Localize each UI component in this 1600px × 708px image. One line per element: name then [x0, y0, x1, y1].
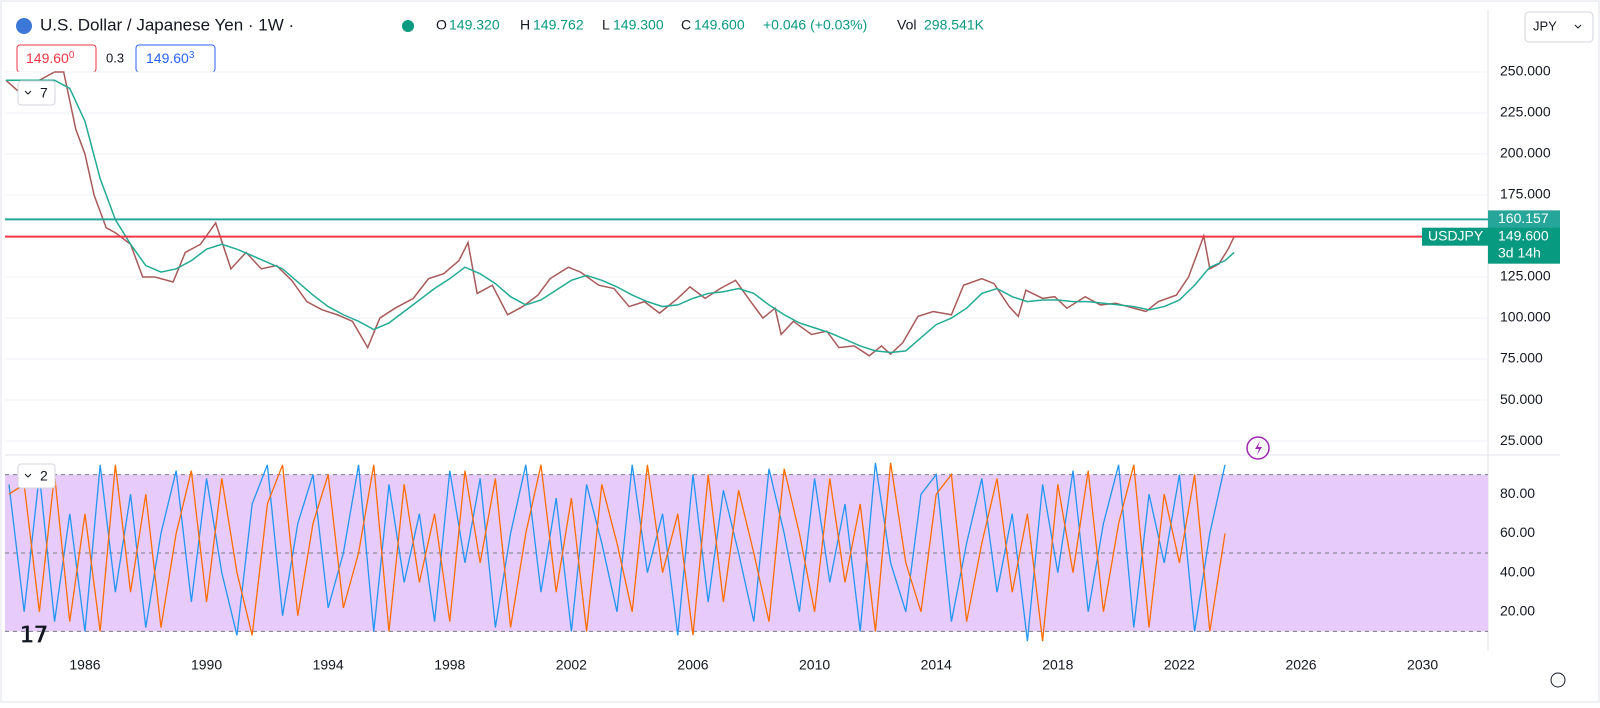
price-label: 160.157	[1498, 210, 1549, 226]
price-label-box	[1488, 210, 1560, 229]
chevron	[24, 473, 32, 478]
ask-sup: 3	[189, 50, 195, 61]
currency: JPY	[1533, 18, 1557, 33]
price-label-box	[1488, 227, 1560, 264]
symbol-label-box	[1422, 227, 1488, 246]
close-label: C	[681, 17, 691, 33]
bid-sup: 0	[69, 50, 75, 61]
y-tick-label: 60.00	[1500, 524, 1535, 540]
indicator-count: 7	[40, 85, 48, 101]
low: 149.300	[613, 17, 664, 33]
y-tick-label: 40.00	[1500, 563, 1535, 579]
x-tick-label: 2030	[1407, 657, 1438, 673]
high: 149.762	[533, 17, 584, 33]
x-tick-label: 2002	[556, 657, 587, 673]
high-label: H	[520, 17, 530, 33]
x-tick-label: 2018	[1042, 657, 1073, 673]
currency-select[interactable]	[1524, 11, 1594, 43]
price-label: 149.600	[1498, 227, 1549, 243]
x-tick-label: 2010	[799, 657, 830, 673]
volume: 298.541K	[924, 17, 985, 33]
symbol-label: USDJPY	[1428, 227, 1484, 243]
series-line	[8, 462, 1226, 642]
x-tick-label: 1986	[69, 657, 100, 673]
y-tick-label: 50.000	[1500, 391, 1543, 407]
change: +0.046 (+0.03%)	[763, 17, 867, 33]
y-tick-label: 20.00	[1500, 603, 1535, 619]
bid-main: 149.60	[26, 50, 69, 66]
bolt	[1255, 441, 1262, 455]
settings-icon[interactable]	[1550, 672, 1566, 688]
ask-main: 149.60	[146, 50, 189, 66]
y-tick-label: 175.000	[1500, 186, 1551, 202]
vol-label: Vol	[897, 17, 916, 33]
indicator-toggle[interactable]	[17, 80, 56, 106]
spread: 0.3	[106, 50, 124, 65]
y-tick-label: 100.000	[1500, 309, 1551, 325]
countdown: 3d 14h	[1498, 244, 1541, 260]
symbol[interactable]: U.S. Dollar / Japanese Yen · 1W ·	[40, 15, 294, 34]
x-tick-label: 2014	[921, 657, 952, 673]
y-tick-label: 200.000	[1500, 145, 1551, 161]
ask: 149.603	[146, 50, 195, 66]
x-tick-label: 1998	[434, 657, 465, 673]
y-tick-label: 25.000	[1500, 432, 1543, 448]
series-line	[8, 462, 1226, 642]
chevron	[1574, 24, 1582, 29]
indicator-toggle[interactable]	[17, 463, 56, 489]
y-tick-label: 250.000	[1500, 63, 1551, 79]
x-tick-label: 1994	[313, 657, 344, 673]
flag-icon	[16, 18, 32, 34]
y-tick-label: 225.000	[1500, 104, 1551, 120]
logo: 𝟣𝟩	[20, 622, 48, 647]
chevron	[24, 90, 32, 95]
x-tick-label: 2006	[677, 657, 708, 673]
band	[5, 474, 1488, 632]
low-label: L	[602, 17, 610, 33]
close: 149.600	[694, 17, 745, 33]
open: 149.320	[449, 17, 500, 33]
series-line	[5, 79, 1235, 354]
series-line	[5, 71, 1235, 357]
y-tick-label: 80.00	[1500, 485, 1535, 501]
status-dot	[402, 20, 414, 32]
y-tick-label: 125.000	[1500, 268, 1551, 284]
x-tick-label: 1990	[191, 657, 222, 673]
indicator-count: 2	[40, 468, 48, 484]
x-tick-label: 2022	[1164, 657, 1195, 673]
x-tick-label: 2026	[1285, 657, 1316, 673]
open-label: O	[436, 17, 447, 33]
bid: 149.600	[26, 50, 75, 66]
y-tick-label: 75.000	[1500, 350, 1543, 366]
